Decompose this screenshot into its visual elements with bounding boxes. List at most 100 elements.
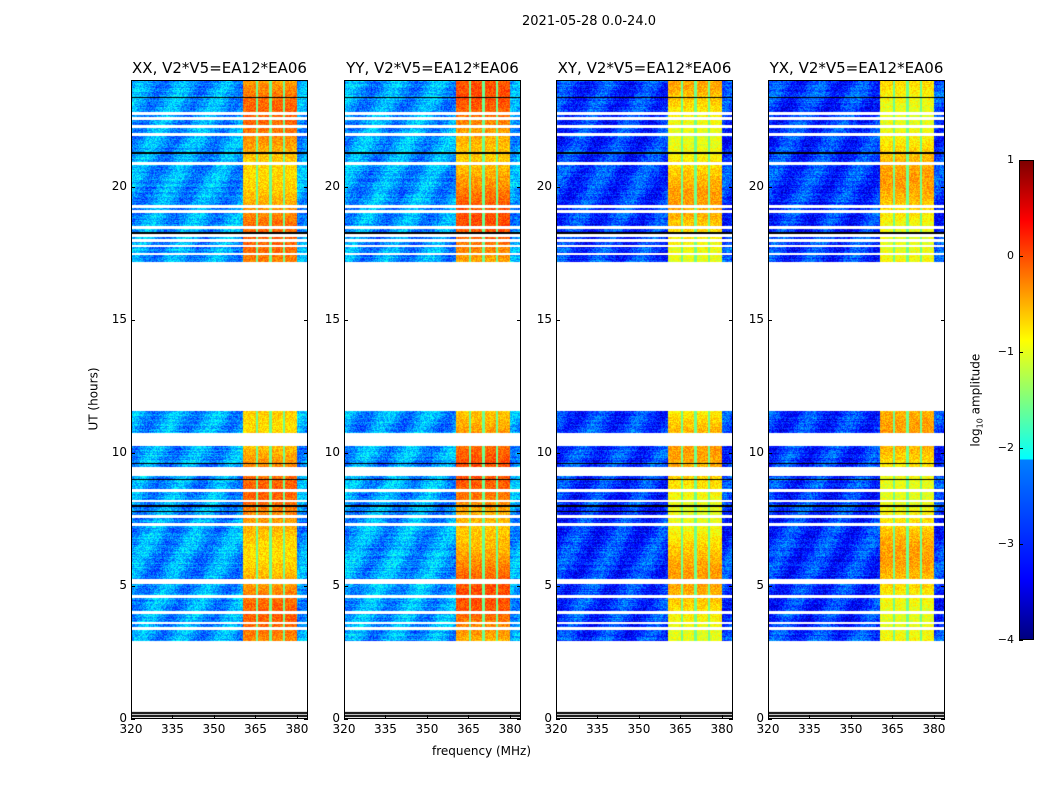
y-tick [344,585,348,587]
y-axis-label: UT (hours) [86,367,101,431]
y-tick-label: 10 [536,444,552,459]
y-tick-label: 15 [536,311,552,326]
x-tick [296,715,298,719]
y-tick [941,719,945,720]
y-tick [517,585,521,587]
y-tick [729,186,733,188]
x-tick [597,715,599,719]
x-tick [892,715,894,719]
y-tick [344,186,348,188]
y-tick-label: 20 [748,178,764,193]
x-tick-label: 365 [881,722,904,736]
colorbar-tick-label: −4 [997,633,1014,646]
x-tick-label: 350 [627,722,651,736]
x-tick [213,715,215,719]
y-tick [131,719,135,720]
colorbar-tick [1019,256,1023,257]
colorbar-label: log10 amplitude [968,353,985,447]
spectrogram-panel [768,80,945,719]
y-tick-label: 0 [756,711,764,725]
y-tick-label: 5 [119,577,127,592]
x-tick-label: 320 [332,722,356,736]
y-tick [517,452,521,454]
y-tick-label: 15 [111,311,127,326]
spectrogram-panel [131,80,308,719]
y-tick [729,585,733,587]
y-tick-label: 0 [544,711,552,725]
x-tick [768,715,769,719]
y-tick [556,319,560,321]
y-tick [768,719,772,720]
x-tick-label: 335 [374,722,397,736]
x-tick-label: 320 [756,722,780,736]
spectrogram-panel [556,80,733,719]
spectrogram-panel [344,80,521,719]
x-tick [344,715,345,719]
colorbar-tick-label: −1 [997,345,1014,358]
x-tick [680,715,682,719]
spectrogram-heatmap [557,81,732,718]
y-tick [941,452,945,454]
y-tick-label: 10 [324,444,340,459]
y-tick-label: 20 [536,178,552,193]
y-tick [131,319,135,321]
panel-title: XX, V2*V5=EA12*EA06 [132,59,307,77]
x-tick-label: 320 [119,722,143,736]
x-tick [385,715,387,719]
x-tick-label: 350 [415,722,439,736]
x-tick [468,715,470,719]
spectrogram-heatmap [345,81,520,718]
x-tick [172,715,174,719]
x-tick [721,715,723,719]
colorbar-tick-label: 1 [1007,153,1014,166]
x-tick [426,715,428,719]
x-tick [556,715,557,719]
colorbar-tick [1019,640,1023,641]
y-tick [131,186,135,188]
y-tick [556,585,560,587]
y-tick [768,319,772,321]
spectrogram-heatmap [769,81,944,718]
y-tick [517,186,521,188]
x-tick [509,715,511,719]
y-tick [768,585,772,587]
y-tick [556,186,560,188]
y-tick [304,452,308,454]
y-tick [941,319,945,321]
colorbar-tick [1019,160,1023,161]
y-tick [131,452,135,454]
y-tick [556,719,560,720]
y-tick [304,585,308,587]
colorbar-tick-label: 0 [1007,249,1014,262]
x-tick-label: 335 [161,722,184,736]
x-tick-label: 380 [922,722,946,736]
y-tick-label: 20 [111,178,127,193]
y-tick [344,319,348,321]
x-tick-label: 380 [285,722,309,736]
x-tick-label: 335 [586,722,609,736]
colorbar-tick [1019,544,1023,545]
y-tick [768,452,772,454]
x-tick [131,715,132,719]
figure-title: 2021-05-28 0.0-24.0 [522,14,656,29]
colorbar-tick-label: −2 [997,441,1014,454]
panel-title: YY, V2*V5=EA12*EA06 [346,59,519,77]
x-tick [933,715,935,719]
panel-title: YX, V2*V5=EA12*EA06 [769,59,944,77]
y-tick [729,719,733,720]
panel-title: XY, V2*V5=EA12*EA06 [557,59,732,77]
y-tick-label: 5 [756,577,764,592]
y-tick [941,585,945,587]
colorbar-tick [1019,448,1023,449]
y-tick-label: 10 [111,444,127,459]
colorbar-tick [1019,352,1023,353]
y-tick [941,186,945,188]
y-tick [729,452,733,454]
y-tick [344,452,348,454]
x-tick-label: 320 [544,722,568,736]
y-tick-label: 0 [332,711,340,725]
colorbar [1019,160,1034,640]
y-tick-label: 0 [119,711,127,725]
y-tick [768,186,772,188]
y-tick [344,719,348,720]
